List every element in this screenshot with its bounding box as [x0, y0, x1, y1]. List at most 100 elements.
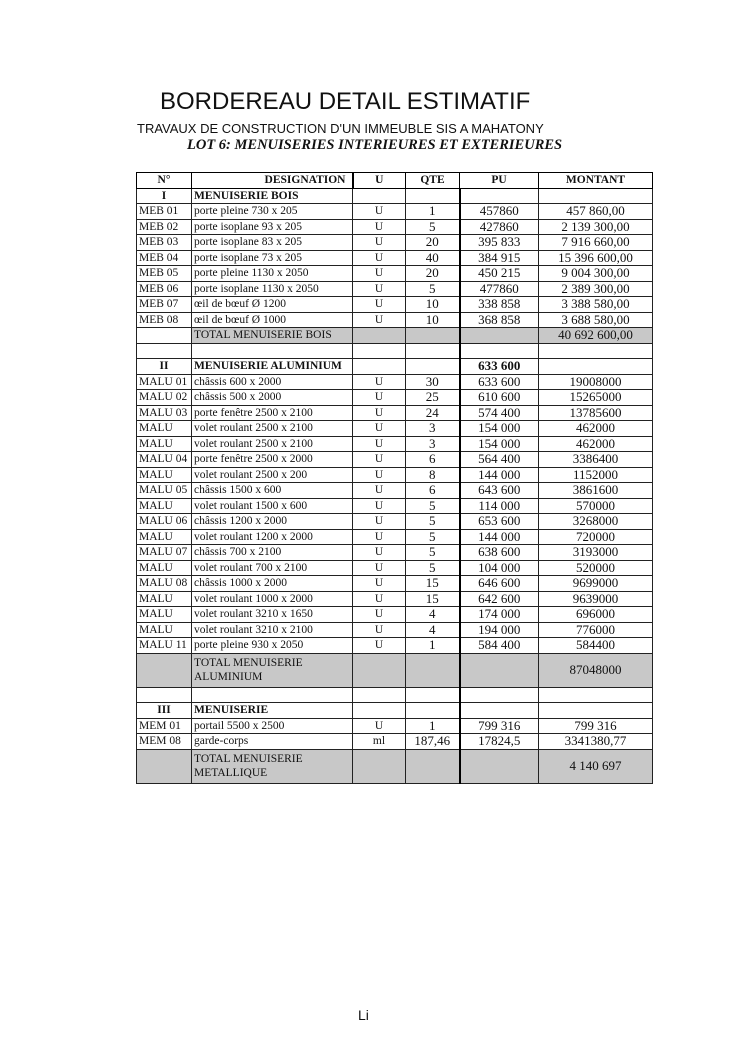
- cell-unit: U: [352, 265, 406, 282]
- table-row: MEB 08 œil de bœuf Ø 1000 U 10 368 858 3 688 …: [136, 311, 653, 328]
- cell-unit-price: 104 000: [459, 559, 539, 576]
- cell-unit: U: [352, 575, 406, 592]
- header-unit: U: [352, 172, 406, 189]
- cell-unit: U: [352, 528, 406, 545]
- cell-number: MALU 08: [136, 575, 192, 592]
- cell-number: MALU: [136, 466, 192, 483]
- table-row: MALU 11 porte pleine 930 x 2050 U 1 584 400 5…: [136, 637, 653, 654]
- cell-quantity: 1: [405, 637, 461, 654]
- cell-unit: U: [352, 280, 406, 297]
- table-row: MALU volet roulant 2500 x 2100 U 3 154 000 46…: [136, 420, 653, 437]
- lot-heading: LOT 6: MENUISERIES INTERIEURES ET EXTERI…: [187, 137, 563, 153]
- cell-quantity: 4: [405, 606, 461, 623]
- cell-designation: porte isoplane 83 x 205: [191, 234, 353, 251]
- cell-unit-price: 642 600: [459, 590, 539, 607]
- cell-quantity: 5: [405, 497, 461, 514]
- cell-quantity: [405, 652, 461, 688]
- cell-unit-price: 638 600: [459, 544, 539, 561]
- cell-amount: 3861600: [538, 482, 653, 499]
- cell-unit: U: [352, 451, 406, 468]
- table-row: MALU 07 châssis 700 x 2100 U 5 638 600 319300…: [136, 544, 653, 561]
- cell-unit: U: [352, 389, 406, 406]
- cell-unit-price: [459, 342, 539, 359]
- cell-quantity: 8: [405, 466, 461, 483]
- cell-amount: 570000: [538, 497, 653, 514]
- total1-row: TOTAL MENUISERIE BOIS 40 692 600,00: [136, 327, 653, 344]
- cell-amount: 40 692 600,00: [538, 327, 653, 344]
- page-footer: Li: [358, 1007, 369, 1023]
- table-row: MALU 06 châssis 1200 x 2000 U 5 653 600 32680…: [136, 513, 653, 530]
- cell-designation: TOTAL MENUISERIE ALUMINIUM: [191, 652, 353, 688]
- cell-unit-price: 457860: [459, 203, 539, 220]
- cell-designation: portail 5500 x 2500: [191, 717, 353, 734]
- cell-unit: [352, 748, 406, 784]
- header-designation: DESIGNATION: [191, 172, 354, 189]
- cell-designation: châssis 600 x 2000: [191, 373, 353, 390]
- cell-quantity: 20: [405, 234, 461, 251]
- cell-designation: volet roulant 1500 x 600: [191, 497, 353, 514]
- cell-unit: U: [352, 466, 406, 483]
- cell-number: MEM 08: [136, 733, 192, 750]
- cell-unit-price: 653 600: [459, 513, 539, 530]
- blank-row: [136, 686, 653, 703]
- cell-number: [136, 342, 192, 359]
- cell-quantity: 6: [405, 482, 461, 499]
- cell-amount: 776000: [538, 621, 653, 638]
- cell-designation: volet roulant 1000 x 2000: [191, 590, 353, 607]
- cell-quantity: [405, 358, 461, 375]
- cell-unit: U: [352, 513, 406, 530]
- section-row: I MENUISERIE BOIS: [136, 187, 653, 204]
- table-row: MALU 05 châssis 1500 x 600 U 6 643 600 386160…: [136, 482, 653, 499]
- cell-amount: 3386400: [538, 451, 653, 468]
- cell-amount: 7 916 660,00: [538, 234, 653, 251]
- cell-amount: 15265000: [538, 389, 653, 406]
- cell-unit-price: [459, 652, 539, 688]
- cell-quantity: [405, 686, 461, 703]
- table-row: MALU volet roulant 700 x 2100 U 5 104 000 520…: [136, 559, 653, 576]
- cell-number: III: [136, 702, 192, 719]
- cell-unit: [352, 702, 406, 719]
- cell-designation: porte isoplane 73 x 205: [191, 249, 353, 266]
- cell-designation: volet roulant 3210 x 1650: [191, 606, 353, 623]
- cell-amount: 3 388 580,00: [538, 296, 653, 313]
- cell-number: MALU 03: [136, 404, 192, 421]
- cell-number: MALU: [136, 497, 192, 514]
- blank-row: [136, 342, 653, 359]
- cell-unit: U: [352, 621, 406, 638]
- table-row: MALU volet roulant 2500 x 200 U 8 144 000 115…: [136, 466, 653, 483]
- cell-amount: [538, 686, 653, 703]
- cell-number: II: [136, 358, 192, 375]
- cell-designation: [191, 342, 353, 359]
- section-row: II MENUISERIE ALUMINIUM 633 600: [136, 358, 653, 375]
- cell-unit-price: 584 400: [459, 637, 539, 654]
- cell-unit-price: 154 000: [459, 420, 539, 437]
- table-row: MALU 03 porte fenêtre 2500 x 2100 U 24 574 4…: [136, 404, 653, 421]
- cell-designation: MENUISERIE ALUMINIUM: [191, 358, 353, 375]
- cell-quantity: 5: [405, 559, 461, 576]
- cell-quantity: 3: [405, 435, 461, 452]
- cell-amount: 3 688 580,00: [538, 311, 653, 328]
- cell-unit: U: [352, 559, 406, 576]
- cell-number: MEB 07: [136, 296, 192, 313]
- cell-unit: U: [352, 311, 406, 328]
- cell-unit: U: [352, 249, 406, 266]
- table-row: MALU volet roulant 1200 x 2000 U 5 144 000 72…: [136, 528, 653, 545]
- cell-quantity: 6: [405, 451, 461, 468]
- cell-designation: porte isoplane 1130 x 2050: [191, 280, 353, 297]
- cell-unit-price: 646 600: [459, 575, 539, 592]
- cell-quantity: 24: [405, 404, 461, 421]
- document-title: BORDEREAU DETAIL ESTIMATIF: [160, 88, 531, 115]
- cell-quantity: [405, 327, 461, 344]
- cell-unit: U: [352, 482, 406, 499]
- cell-number: MALU 04: [136, 451, 192, 468]
- cell-unit-price: 154 000: [459, 435, 539, 452]
- cell-unit-price: 368 858: [459, 311, 539, 328]
- cell-unit-price: 633 600: [459, 373, 539, 390]
- cell-designation: volet roulant 2500 x 2100: [191, 435, 353, 452]
- cell-quantity: 5: [405, 513, 461, 530]
- table-row: MALU volet roulant 3210 x 1650 U 4 174 000 69…: [136, 606, 653, 623]
- cell-designation: volet roulant 2500 x 200: [191, 466, 353, 483]
- cell-number: MEB 04: [136, 249, 192, 266]
- cell-number: MALU: [136, 606, 192, 623]
- total-row: TOTAL MENUISERIE ALUMINIUM 87048000: [136, 652, 653, 688]
